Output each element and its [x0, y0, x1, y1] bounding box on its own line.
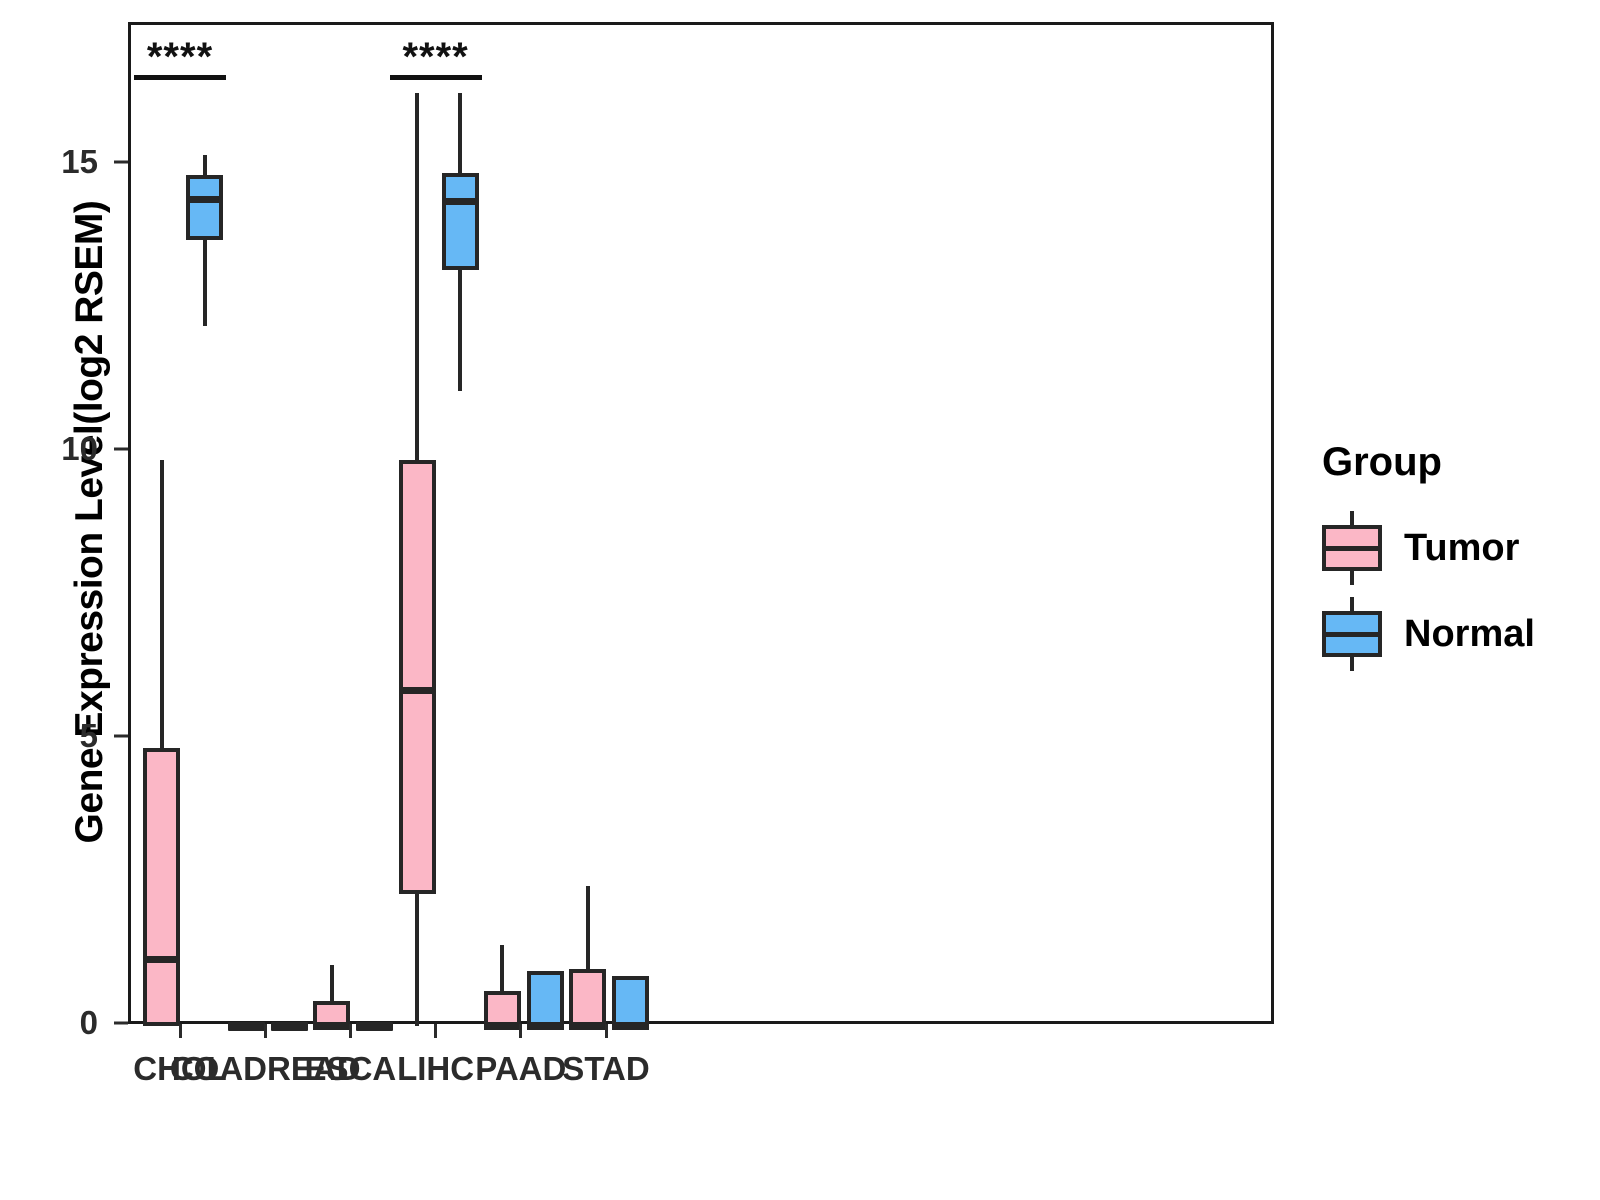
whisker-upper	[500, 945, 505, 991]
y-axis-tick-mark	[114, 734, 128, 738]
legend-title: Group	[1322, 440, 1442, 484]
median-line	[313, 1022, 351, 1030]
box-iqr	[483, 990, 521, 1026]
y-axis-tick-label: 15	[61, 143, 98, 180]
whisker-upper	[202, 154, 207, 176]
x-axis-tick-mark	[604, 1024, 608, 1038]
boxplot-tumor-coadread	[131, 25, 1271, 1031]
median-line	[483, 1022, 521, 1030]
y-axis-title: Gene Expression Level(log2 RSEM)	[68, 200, 111, 844]
boxplot-tumor-esca	[131, 25, 1271, 1030]
boxplot-tumor-stad	[131, 25, 1271, 1030]
legend-item-tumor[interactable]: Tumor	[1322, 511, 1592, 585]
boxplot-key-icon-normal	[1322, 597, 1382, 671]
boxplot-tumor-lihc	[131, 25, 1271, 1026]
box-flat	[271, 1022, 309, 1031]
whisker-lower	[415, 893, 420, 1026]
boxplot-normal-paad	[131, 25, 1271, 1030]
significance-bracket-chol	[134, 75, 226, 80]
box-iqr	[143, 748, 180, 1026]
legend-label-normal: Normal	[1404, 612, 1535, 655]
significance-stars-chol: ****	[146, 35, 214, 79]
y-axis-tick-label: 10	[61, 430, 98, 467]
boxplot-tumor-chol	[131, 25, 1271, 1026]
boxplot-normal-coadread	[131, 25, 1271, 1031]
box-iqr	[612, 976, 649, 1026]
significance-stars-lihc: ****	[402, 35, 469, 79]
x-axis-tick-label-paad: PAAD	[475, 1050, 567, 1087]
whisker-upper	[458, 93, 463, 174]
box-iqr	[398, 460, 436, 894]
y-axis-tick-mark	[114, 447, 128, 451]
x-axis-tick-label-chol: CHOL	[133, 1050, 227, 1087]
x-axis-tick-mark	[434, 1024, 438, 1038]
y-axis-tick-label: 5	[79, 717, 98, 754]
x-axis-tick-mark	[348, 1024, 352, 1038]
y-axis-tick-label: 0	[79, 1004, 98, 1041]
boxplot-normal-lihc	[131, 25, 1271, 1021]
boxplot-tumor-paad	[131, 25, 1271, 1030]
whisker-upper	[329, 965, 334, 1001]
x-axis-tick-mark	[519, 1024, 523, 1038]
whisker-upper	[159, 460, 164, 749]
legend-item-normal[interactable]: Normal	[1322, 597, 1592, 671]
whisker-lower	[202, 239, 207, 326]
box-iqr	[441, 173, 479, 271]
x-axis-tick-label-esca: ESCA	[304, 1050, 397, 1087]
y-axis-tick-mark	[114, 1021, 128, 1025]
x-axis-tick-mark	[178, 1024, 182, 1038]
boxplot-normal-esca	[131, 25, 1271, 1031]
box-iqr	[186, 175, 223, 240]
x-axis-tick-label-coadread: COADREAD	[169, 1050, 361, 1087]
significance-bracket-lihc	[389, 75, 482, 80]
median-line	[398, 686, 436, 694]
median-line	[441, 197, 479, 205]
plot-area	[128, 22, 1274, 1031]
x-axis-tick-mark	[263, 1024, 267, 1038]
legend: Group Tumor Normal	[1322, 440, 1592, 683]
median-line	[569, 1022, 606, 1030]
median-line	[612, 1022, 649, 1030]
median-line	[526, 1022, 564, 1030]
median-line	[186, 195, 223, 203]
boxplot-key-icon-tumor	[1322, 511, 1382, 585]
box-flat	[228, 1022, 266, 1031]
median-line	[143, 956, 180, 964]
whisker-upper	[585, 885, 590, 970]
boxplot-normal-chol	[131, 25, 1271, 1021]
whisker-upper	[415, 93, 420, 461]
whisker-lower	[458, 270, 463, 392]
x-axis-tick-label-lihc: LIHC	[397, 1050, 475, 1087]
boxplot-normal-stad	[131, 25, 1271, 1030]
legend-label-tumor: Tumor	[1404, 526, 1520, 569]
x-axis-tick-label-stad: STAD	[562, 1050, 650, 1087]
y-axis-tick-mark	[114, 160, 128, 164]
box-flat	[356, 1022, 394, 1031]
